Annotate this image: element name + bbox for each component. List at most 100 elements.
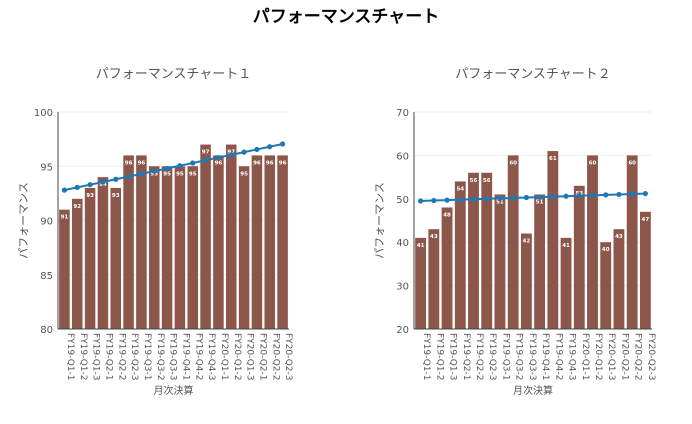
x-tick-label: FY20-Q1-2 <box>232 333 242 381</box>
trend-point <box>215 154 222 161</box>
bar <box>613 229 625 329</box>
x-tick-label: FY19-Q1-3 <box>91 333 101 381</box>
data-label: 60 <box>589 160 597 166</box>
x-tick-label: FY19-Q4-2 <box>553 333 563 381</box>
bar <box>560 237 572 329</box>
trend-point <box>537 194 543 200</box>
data-label: 91 <box>61 215 69 221</box>
data-label: 43 <box>430 234 438 240</box>
bar <box>573 185 585 329</box>
x-tick-label: FY20-Q1-1 <box>580 333 590 381</box>
data-label: 56 <box>470 178 478 184</box>
bar <box>534 194 546 329</box>
y-tick-label: 60 <box>396 151 409 162</box>
data-label: 40 <box>602 247 610 253</box>
bar <box>600 242 612 329</box>
data-label: 94 <box>99 182 107 188</box>
trend-point <box>576 193 582 199</box>
trend-point <box>589 192 596 198</box>
y-tick-label: 40 <box>396 238 409 249</box>
bar <box>587 155 598 329</box>
trend-point <box>254 146 260 153</box>
trend-point <box>241 149 247 155</box>
trend-point <box>125 173 132 180</box>
bar <box>507 155 519 329</box>
x-tick-label: FY19-Q4-1 <box>180 333 190 381</box>
trend-point <box>563 193 569 199</box>
data-label: 41 <box>417 243 425 249</box>
x-tick-label: FY19-Q3-2 <box>155 333 165 381</box>
x-tick-label: FY20-Q2-1 <box>619 333 629 381</box>
bar <box>547 151 559 329</box>
data-label: 60 <box>509 160 517 166</box>
y-axis-label: パフォーマンス <box>17 182 30 259</box>
x-tick-label: FY20-Q1-1 <box>219 333 229 381</box>
x-tick-label: FY19-Q4-1 <box>540 333 550 381</box>
data-label: 54 <box>456 186 464 192</box>
x-tick-label: FY19-Q1-1 <box>65 333 75 381</box>
data-label: 51 <box>536 199 544 205</box>
x-tick-label: FY20-Q1-2 <box>593 333 603 381</box>
x-tick-label: FY19-Q2-3 <box>487 333 497 381</box>
trend-point <box>202 157 209 163</box>
x-tick-label: FY19-Q2-3 <box>129 333 139 381</box>
data-label: 95 <box>189 171 197 177</box>
chart-2: パフォーマンスチャート２ 20 30 40 50 60 70 41 43 48 54 56 56 51 60… <box>373 67 656 397</box>
x-tick-label: FY20-Q1-3 <box>606 333 616 381</box>
x-tick-label: FY19-Q1-2 <box>78 333 88 381</box>
bar <box>71 198 83 329</box>
x-tick-label: FY20-Q2-2 <box>270 333 280 381</box>
bar <box>481 172 493 329</box>
y-axis-label: パフォーマンス <box>373 182 386 259</box>
trend-point <box>113 176 119 182</box>
data-label: 96 <box>253 160 261 166</box>
bar <box>428 229 440 329</box>
trend-point <box>510 195 516 201</box>
bar <box>415 237 427 329</box>
bar <box>639 211 651 329</box>
data-label: 41 <box>562 243 570 249</box>
trend-point <box>457 197 463 203</box>
chart-title: パフォーマンスチャート１ <box>96 67 252 82</box>
trend-point <box>629 191 635 197</box>
data-label: 43 <box>615 234 623 240</box>
bar <box>251 155 263 329</box>
bar <box>174 166 186 329</box>
bar <box>454 181 466 329</box>
data-label: 93 <box>86 193 94 199</box>
x-tick-label: FY20-Q2-1 <box>257 333 267 381</box>
x-tick-label: FY19-Q2-1 <box>103 333 113 381</box>
data-label: 96 <box>215 160 223 166</box>
trend-point <box>100 179 106 185</box>
trend-point <box>87 182 93 188</box>
trend-line <box>420 192 646 202</box>
x-tick-label: FY19-Q3-3 <box>168 333 178 381</box>
data-label: 96 <box>266 160 274 166</box>
x-tick-label: FY19-Q2-2 <box>474 333 484 381</box>
x-axis-label: 月次決算 <box>513 384 553 397</box>
y-tick-label: 20 <box>396 325 409 336</box>
bar <box>59 209 70 329</box>
data-label: 56 <box>483 178 491 184</box>
trend-point <box>497 195 503 201</box>
x-tick-label: FY19-Q3-1 <box>500 333 510 381</box>
trend-line <box>64 143 283 192</box>
data-label: 93 <box>112 193 120 199</box>
trend-point <box>138 171 145 177</box>
bar <box>626 155 638 329</box>
trend-point <box>279 141 286 147</box>
bar <box>110 187 122 329</box>
data-label: 95 <box>163 171 171 177</box>
y-tick-label: 50 <box>396 195 409 206</box>
page-title: パフォーマンスチャート <box>252 7 440 27</box>
y-tick-label: 90 <box>40 217 53 228</box>
trend-point <box>61 187 68 193</box>
trend-point <box>444 197 450 203</box>
x-tick-label: FY20-Q2-3 <box>646 333 656 381</box>
bar <box>136 155 147 329</box>
trend-point <box>484 196 490 202</box>
data-label: 61 <box>549 156 557 162</box>
trend-point <box>228 152 234 158</box>
bar <box>123 155 134 329</box>
bar <box>161 166 173 329</box>
